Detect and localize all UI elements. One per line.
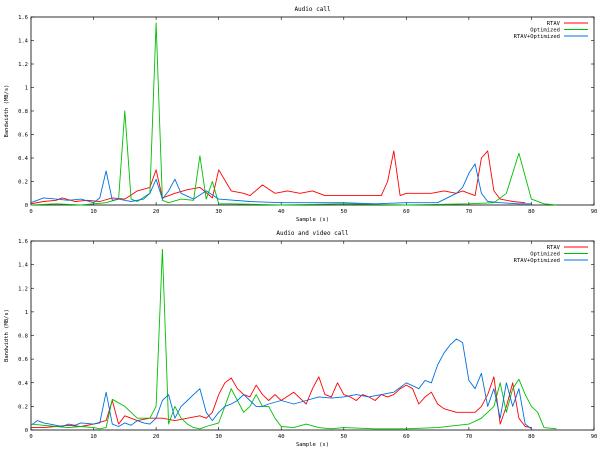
x-tick-label: 30 — [215, 434, 222, 440]
x-tick-label: 60 — [403, 209, 410, 215]
legend-label: RTAV+Optimized — [514, 258, 560, 264]
chart-title: Audio and video call — [276, 230, 349, 237]
y-tick-label: 0.8 — [18, 109, 28, 115]
x-tick-label: 10 — [90, 434, 97, 440]
y-tick-label: 1.6 — [18, 15, 28, 21]
y-tick-label: 0.8 — [18, 334, 28, 340]
series-line-rtav — [30, 150, 526, 205]
legend-label: Optimized — [530, 252, 560, 258]
x-tick-label: 60 — [403, 434, 410, 440]
x-tick-label: 50 — [340, 434, 347, 440]
x-tick-label: 90 — [591, 434, 598, 440]
legend-label: Optimized — [530, 28, 560, 34]
x-tick-label: 40 — [278, 434, 285, 440]
x-tick-label: 80 — [528, 434, 535, 440]
y-tick-label: 0.4 — [18, 156, 29, 162]
y-tick-label: 1.2 — [18, 286, 28, 292]
y-tick-label: 0.6 — [18, 357, 28, 363]
x-tick-label: 70 — [466, 434, 473, 440]
y-tick-label: 0 — [25, 203, 28, 209]
x-tick-label: 20 — [153, 209, 160, 215]
y-tick-label: 0.4 — [18, 381, 29, 387]
y-tick-label: 1.4 — [18, 263, 29, 269]
y-axis-label: Bandwidth (MB/s) — [4, 85, 10, 138]
x-axis-label: Sample (s) — [296, 442, 329, 448]
y-tick-label: 1 — [25, 86, 28, 92]
x-tick-label: 0 — [29, 434, 32, 440]
x-tick-label: 20 — [153, 434, 160, 440]
plot-frame — [30, 16, 595, 206]
x-tick-label: 40 — [278, 209, 285, 215]
y-tick-label: 1.2 — [18, 62, 28, 68]
audio-call-chart: Audio call 0 10 20 30 40 50 60 70 80 90 0 0.2 0.4 0.6 0… — [4, 6, 597, 223]
x-tick-label: 30 — [215, 209, 222, 215]
x-tick-label: 50 — [340, 209, 347, 215]
series-line-optimized — [30, 248, 557, 430]
y-tick-label: 1.4 — [18, 39, 29, 45]
series-line-rtav-optimized — [30, 163, 532, 205]
x-tick-label: 80 — [528, 209, 535, 215]
x-tick-label: 0 — [29, 209, 32, 215]
x-tick-label: 90 — [591, 209, 598, 215]
y-tick-label: 0.2 — [18, 180, 28, 186]
legend-label: RTAV+Optimized — [514, 34, 560, 40]
legend-label: RTAV — [547, 21, 561, 27]
chart-title: Audio call — [294, 6, 331, 13]
series-line-rtav — [31, 376, 532, 429]
x-tick-label: 70 — [466, 209, 473, 215]
y-tick-label: 0 — [25, 428, 28, 434]
series-line-rtav-optimized — [30, 338, 532, 430]
y-tick-label: 0.2 — [18, 404, 28, 410]
legend-label: RTAV — [547, 245, 561, 251]
x-tick-label: 10 — [90, 209, 97, 215]
x-axis-label: Sample (s) — [296, 217, 329, 223]
y-tick-label: 0.6 — [18, 133, 28, 139]
y-axis-label: Bandwidth (MB/s) — [4, 309, 10, 362]
y-tick-label: 1.6 — [18, 239, 28, 245]
y-tick-label: 1 — [25, 310, 28, 316]
